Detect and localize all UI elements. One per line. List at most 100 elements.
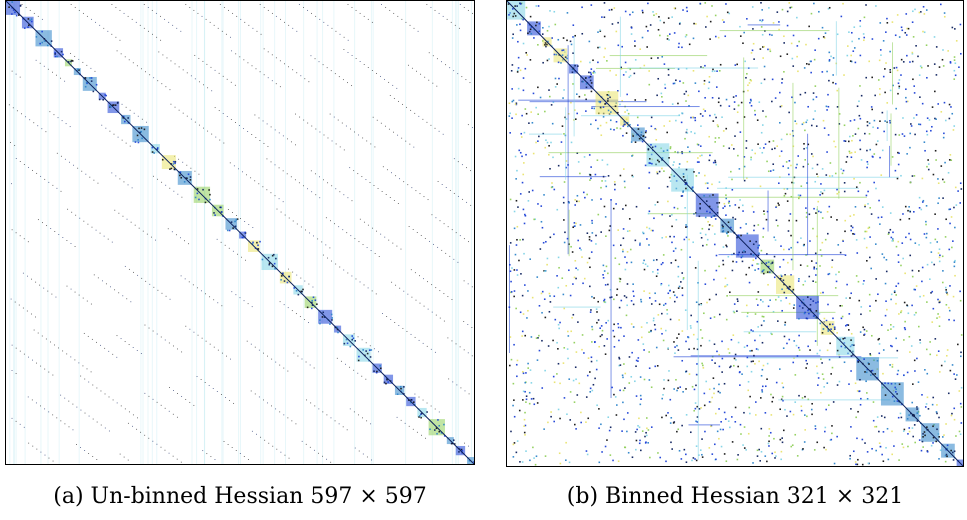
sparse-entry (394, 322, 396, 323)
sparse-entry (516, 69, 519, 72)
diag-a-block-dot (376, 370, 378, 373)
sparse-entry (213, 299, 215, 301)
sparse-entry (815, 268, 818, 270)
sparse-entry (732, 260, 734, 263)
sparse-entry (667, 200, 669, 203)
sparse-entry (262, 120, 264, 122)
sparse-entry (605, 265, 608, 268)
sparse-entry (797, 155, 800, 157)
sparse-entry (880, 324, 883, 326)
sparse-entry (322, 455, 323, 457)
diag-b-block-dot (609, 96, 611, 99)
sparse-entry (351, 85, 353, 87)
sparse-entry (358, 450, 360, 452)
sparse-entry (917, 123, 920, 126)
sparse-entry (896, 177, 899, 180)
sparse-entry (622, 134, 624, 137)
sparse-entry (66, 353, 68, 355)
sparse-entry (590, 90, 593, 93)
background-band (151, 1, 153, 464)
sparse-entry (897, 261, 900, 263)
sparse-entry (728, 12, 731, 15)
sparse-entry (754, 363, 756, 365)
sparse-entry (743, 426, 746, 428)
sparse-entry (818, 10, 820, 13)
sparse-entry (893, 291, 896, 294)
sparse-entry (713, 243, 716, 246)
sparse-entry (631, 174, 634, 177)
sparse-entry (585, 396, 588, 398)
sparse-entry (955, 435, 957, 437)
diag-a-block-dot (459, 448, 461, 451)
sparse-entry (714, 35, 717, 38)
sparse-entry (558, 452, 561, 455)
sparse-entry (508, 102, 511, 105)
sparse-entry (553, 188, 556, 191)
sparse-entry (403, 181, 405, 183)
sparse-entry (511, 64, 514, 66)
sparse-entry (534, 463, 537, 466)
diag-a-block-dot (122, 115, 125, 118)
sparse-entry (52, 460, 54, 462)
sparse-entry (86, 15, 88, 17)
sparse-entry (468, 445, 470, 447)
row-streak (690, 355, 821, 357)
diag-a-block-dot (357, 359, 360, 362)
diag-b-block-dot (638, 137, 641, 140)
sparse-entry (618, 339, 620, 342)
sparse-entry (212, 388, 214, 389)
sparse-entry (735, 261, 738, 263)
sparse-entry (577, 321, 579, 323)
sparse-entry (546, 29, 549, 32)
sparse-entry (718, 353, 720, 356)
sparse-entry (454, 24, 456, 26)
diag-b-block-dot (743, 250, 745, 252)
diag-a-block-dot (399, 385, 402, 388)
sparse-entry (825, 448, 827, 451)
sparse-entry (297, 355, 299, 357)
sparse-entry (251, 430, 253, 432)
sparse-entry (611, 386, 613, 389)
diag-a-block-dot (180, 176, 183, 179)
sparse-entry (660, 92, 663, 95)
diag-b-block-dot (686, 182, 688, 185)
sparse-entry (23, 426, 25, 428)
sparse-entry (742, 42, 744, 45)
diag-a-block-dot (301, 290, 303, 293)
sparse-entry (550, 104, 553, 106)
sparse-entry (527, 290, 529, 292)
sparse-entry (642, 262, 644, 264)
sparse-entry (775, 298, 777, 301)
diag-b-block-dot (938, 436, 941, 438)
sparse-entry (535, 141, 537, 144)
sparse-entry (570, 141, 573, 144)
diag-a-block-dot (8, 6, 10, 8)
sparse-entry (942, 49, 944, 51)
sparse-entry (40, 405, 41, 407)
sparse-entry (576, 194, 579, 197)
sparse-entry (71, 211, 73, 213)
sparse-entry (777, 320, 779, 322)
sparse-entry (369, 182, 371, 184)
sparse-entry (528, 402, 531, 405)
row-streak (719, 30, 830, 32)
sparse-entry (709, 317, 712, 320)
diag-a-block-dot (437, 419, 439, 421)
sparse-entry (947, 50, 949, 52)
sparse-entry (945, 354, 948, 357)
sparse-entry (680, 195, 683, 197)
sparse-entry (637, 124, 639, 126)
sparse-entry (650, 426, 653, 428)
sparse-entry (397, 15, 399, 17)
sparse-entry (802, 448, 804, 450)
diag-a-block-dot (202, 188, 204, 191)
sparse-entry (711, 183, 713, 186)
sparse-entry (544, 369, 546, 372)
sparse-entry (596, 311, 598, 313)
sparse-entry (609, 225, 612, 227)
background-band (370, 1, 372, 464)
row-streak (728, 176, 899, 178)
diag-a-block-dot (412, 401, 415, 403)
sparse-entry (570, 330, 573, 333)
sparse-entry (783, 188, 786, 190)
